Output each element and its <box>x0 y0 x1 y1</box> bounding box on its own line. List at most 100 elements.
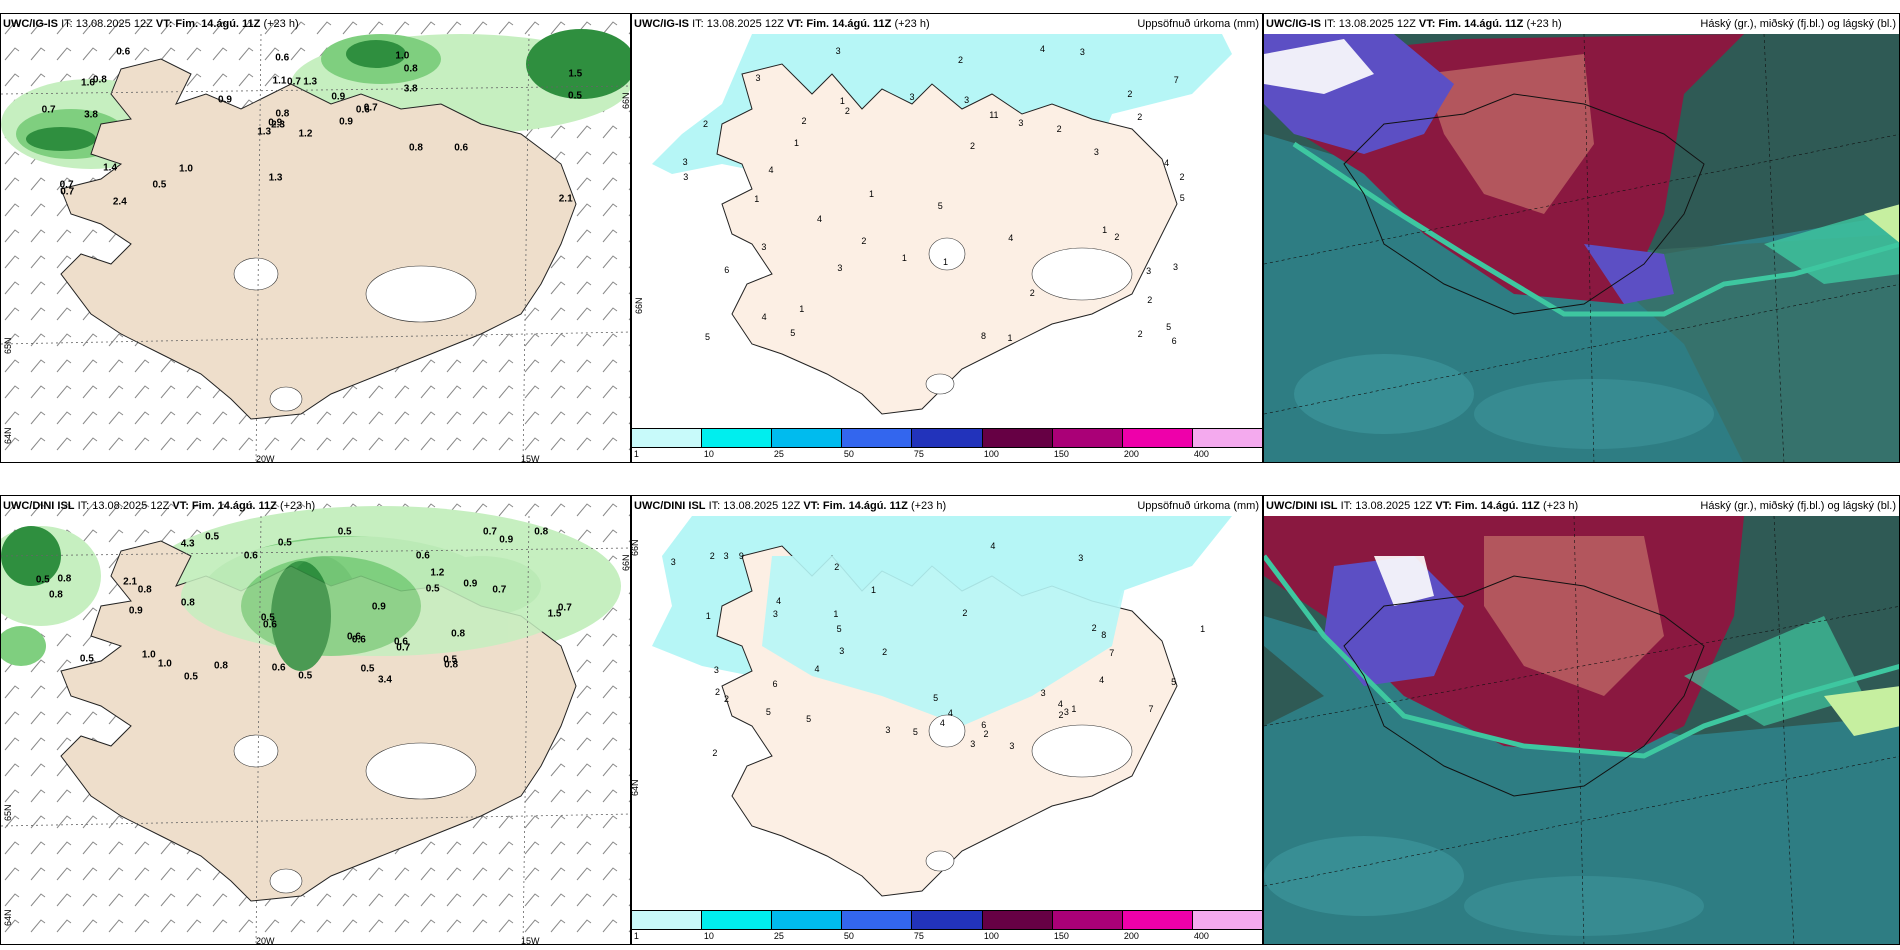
point-value-label: 1 <box>943 257 949 268</box>
point-value-label: 0.9 <box>371 601 386 613</box>
colorbar-tick-label: 75 <box>913 449 924 459</box>
point-value-label: 2 <box>962 608 968 619</box>
point-value-label: 3 <box>1078 553 1084 564</box>
init-time: IT: 13.08.2025 12Z <box>1340 500 1433 512</box>
point-value-label: 0.8 <box>275 108 290 120</box>
point-value-label: 0.5 <box>298 670 313 682</box>
lead-time: (+23 h) <box>279 500 316 512</box>
colorbar-swatch <box>842 911 913 929</box>
point-value-label: 0.8 <box>408 142 423 153</box>
point-value-label: 5 <box>836 623 842 634</box>
panel-header: UWC/DINI ISL IT: 13.08.2025 12Z VT: Fim.… <box>632 496 1262 516</box>
point-value-label: 0.5 <box>35 574 50 586</box>
point-value-label: 3 <box>682 157 688 168</box>
point-value-label: 6 <box>724 265 730 276</box>
point-value-label: 6 <box>772 678 778 689</box>
map-panel-bottom-left-dini-wind: UWC/DINI ISL IT: 13.08.2025 12Z VT: Fim.… <box>0 495 631 945</box>
glaciers <box>925 237 1133 395</box>
point-value-label: 2 <box>723 693 729 704</box>
iceland-outline <box>1343 93 1705 315</box>
graticule <box>1264 33 1899 462</box>
model-name: UWC/IG-IS <box>3 18 58 30</box>
point-value-label: 0.8 <box>180 597 195 609</box>
point-value-label: 0.7 <box>287 76 301 88</box>
init-time: IT: 13.08.2025 12Z <box>61 18 153 30</box>
point-value-label: 1 <box>870 585 876 596</box>
point-value-label: 0.8 <box>444 659 459 671</box>
point-value-label: 1.2 <box>298 128 313 140</box>
point-value-label: 1.2 <box>430 567 445 579</box>
point-value-label: 0.5 <box>360 663 375 675</box>
point-value-label: 8 <box>980 330 987 341</box>
point-value-label: 1.5 <box>547 608 562 620</box>
colorbar-swatch <box>1192 911 1262 929</box>
point-value-label: 0.6 <box>351 634 366 646</box>
map-panel-bottom-mid-dini-precip: UWC/DINI ISL IT: 13.08.2025 12Z VT: Fim.… <box>631 495 1263 945</box>
point-value-label: 2.3 <box>271 119 285 131</box>
colorbar-swatch <box>982 911 1053 929</box>
point-value-label: 5 <box>790 327 796 338</box>
point-value-label: 2 <box>1137 328 1143 339</box>
point-value-label: 0.9 <box>339 116 353 128</box>
colorbar-tick-label: 100 <box>983 449 999 459</box>
point-value-label: 3 <box>1079 47 1085 58</box>
point-value-label: 2 <box>983 728 989 739</box>
point-value-label: 4 <box>761 312 767 323</box>
point-value-label: 2 <box>969 141 975 152</box>
cloud-map-svg <box>1264 515 1899 944</box>
lat-label: 64N <box>3 427 13 444</box>
point-value-label: 0.8 <box>92 74 107 86</box>
point-value-label: 1.0 <box>141 649 156 661</box>
point-value-label: 0.5 <box>337 526 352 538</box>
point-value-label: 0.7 <box>60 186 75 198</box>
point-value-label: 1 <box>833 608 839 619</box>
point-value-label: 1.3 <box>303 76 318 88</box>
point-value-label: 3 <box>1040 688 1046 699</box>
glaciers <box>233 734 477 894</box>
valid-time: VT: Fim. 14.ágú. 11Z <box>786 18 892 30</box>
point-value-label: 2 <box>861 235 867 246</box>
point-value-label: 0.9 <box>499 534 514 546</box>
lat-label: 65N <box>3 337 13 354</box>
colorbar-tick-label: 400 <box>1193 931 1209 941</box>
point-value-label: 4 <box>947 708 953 719</box>
point-value-label: 7 <box>1148 704 1154 715</box>
point-value-label: 1.0 <box>157 658 172 670</box>
point-value-label: 1 <box>793 138 799 149</box>
map-panel-top-left-ig-is-wind: UWC/IG-IS IT: 13.08.2025 12Z VT: Fim. 14… <box>0 13 631 463</box>
colorbar-tick-label: 1 <box>633 449 639 459</box>
colorbar-swatch <box>1122 911 1193 929</box>
model-name: UWC/IG-IS <box>634 18 689 30</box>
panel-header: UWC/IG-IS IT: 13.08.2025 12Z VT: Fim. 14… <box>632 14 1262 34</box>
point-value-label: 0.7 <box>483 526 497 538</box>
point-value-label: 0.6 <box>263 619 277 631</box>
model-name: UWC/IG-IS <box>1266 18 1321 30</box>
point-value-label: 2 <box>715 686 721 697</box>
point-value-label: 0.6 <box>355 104 370 116</box>
point-value-label: 1 <box>1200 623 1206 634</box>
map-panel-top-mid-ig-is-precip: UWC/IG-IS IT: 13.08.2025 12Z VT: Fim. 14… <box>631 13 1263 463</box>
point-value-label: 3.8 <box>403 83 418 95</box>
map-panel-bottom-right-dini-clouds: UWC/DINI ISL IT: 13.08.2025 12Z VT: Fim.… <box>1263 495 1900 945</box>
point-value-label: 0.7 <box>396 642 411 654</box>
point-value-label: 5 <box>933 692 939 703</box>
point-value-label: 0.7 <box>492 584 507 596</box>
point-value-label: 0.5 <box>152 179 167 191</box>
point-value-label: 1.3 <box>257 126 272 138</box>
point-value-label: 6 <box>1171 335 1177 346</box>
point-value-label: 3 <box>1009 741 1015 752</box>
point-value-label: 1 <box>901 253 907 264</box>
valid-time: VT: Fim. 14.ágú. 11Z <box>1435 500 1540 512</box>
colorbar-tick-label: 1 <box>633 931 639 941</box>
point-value-label: 3 <box>835 46 841 57</box>
colorbar-swatch <box>632 429 703 447</box>
point-value-label: 2 <box>1127 89 1133 100</box>
lat-label: 64N <box>631 779 640 796</box>
cloud-shading <box>1264 34 1899 462</box>
cloud-map-svg <box>1264 33 1899 462</box>
point-value-label: 3 <box>1093 146 1099 157</box>
colorbar-swatch <box>1052 911 1123 929</box>
point-value-label: 5 <box>1179 193 1185 204</box>
point-value-label: 5 <box>937 201 943 212</box>
colorbar-tick-label: 50 <box>843 931 854 941</box>
